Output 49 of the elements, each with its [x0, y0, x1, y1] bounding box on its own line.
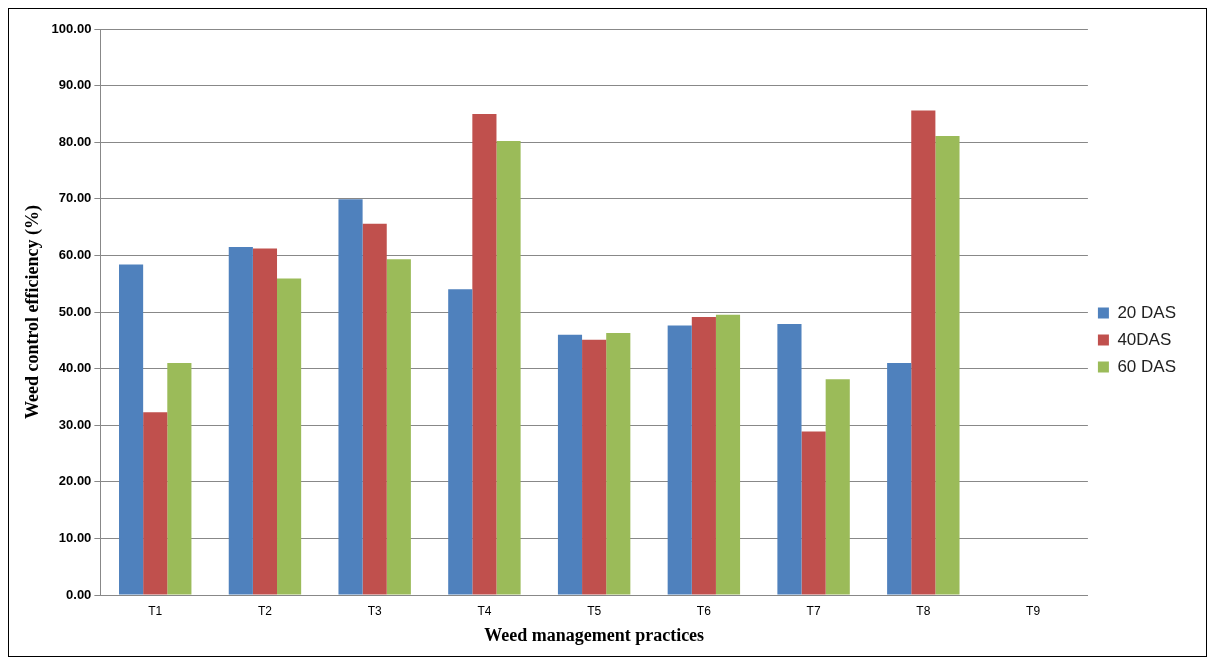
- y-tick-label: 90.00: [58, 77, 92, 93]
- x-tick-label: T6: [696, 603, 712, 618]
- y-tick-label: 70.00: [58, 190, 92, 206]
- bar: [338, 199, 363, 595]
- bar: [825, 379, 850, 595]
- bar: [777, 323, 802, 595]
- bar: [887, 362, 912, 595]
- x-tick-label: T3: [367, 603, 382, 618]
- y-axis-title: Weed control efficiency (%): [22, 204, 44, 420]
- y-tick-label: 80.00: [58, 133, 92, 149]
- y-tick-label: 100.00: [51, 20, 92, 36]
- y-tick-label: 30.00: [58, 416, 92, 432]
- bar: [252, 248, 278, 595]
- x-tick-label: T2: [257, 603, 273, 618]
- bar: [228, 246, 253, 595]
- legend-label: 20 DAS: [1117, 302, 1177, 322]
- x-tick-label: T7: [806, 603, 821, 618]
- bar: [667, 325, 692, 595]
- bar: [472, 113, 497, 595]
- y-tick-label: 10.00: [58, 529, 92, 545]
- bar: [691, 317, 716, 595]
- x-tick-label: T4: [477, 603, 492, 618]
- bar: [362, 223, 387, 595]
- x-tick-label: T5: [587, 603, 602, 618]
- y-tick-label: 20.00: [58, 473, 92, 489]
- bar: [582, 339, 607, 595]
- legend-label: 40DAS: [1117, 329, 1172, 349]
- bar: [119, 264, 144, 595]
- bar: [448, 289, 473, 595]
- bar: [143, 412, 168, 595]
- bar: [277, 278, 302, 595]
- x-tick-label: T1: [148, 603, 163, 618]
- bar: [715, 314, 741, 595]
- bar: [935, 135, 960, 595]
- bar: [801, 431, 826, 595]
- x-axis-title: Weed management practices: [484, 624, 705, 645]
- y-tick-label: 40.00: [58, 360, 92, 376]
- bar: [496, 141, 521, 595]
- y-tick-label: 60.00: [58, 246, 92, 262]
- x-tick-label: T8: [916, 603, 931, 618]
- x-tick-label: T9: [1026, 603, 1041, 618]
- bar: [167, 362, 192, 595]
- legend-label: 60 DAS: [1117, 356, 1177, 376]
- bar: [557, 334, 583, 595]
- y-tick-label: 0.00: [66, 586, 92, 602]
- bar: [911, 110, 936, 595]
- y-tick-label: 50.00: [58, 303, 92, 319]
- bar: [386, 259, 411, 595]
- bar: [606, 332, 631, 595]
